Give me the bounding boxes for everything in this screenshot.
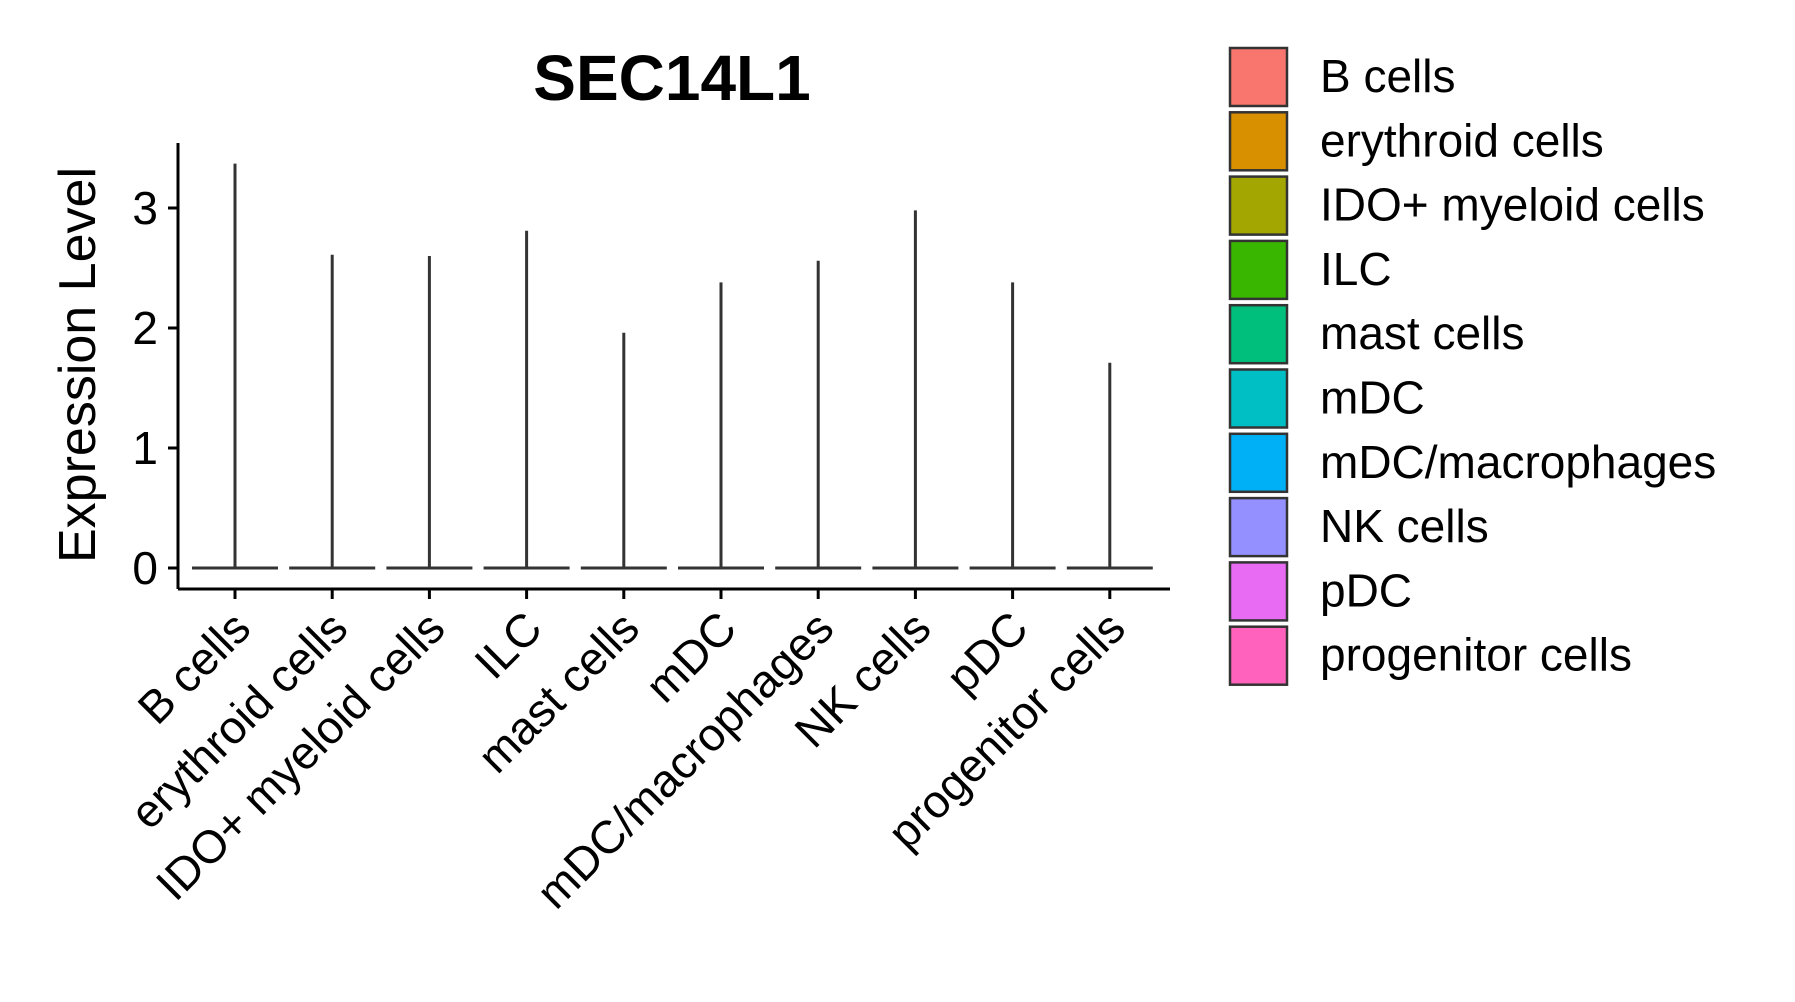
- legend-key: [1228, 432, 1289, 494]
- legend-label: mast cells: [1320, 307, 1524, 359]
- y-tick-label: 2: [132, 302, 158, 354]
- y-tick-label: 1: [132, 422, 158, 474]
- legend-label: erythroid cells: [1320, 114, 1604, 166]
- legend-label: NK cells: [1320, 500, 1489, 552]
- legend-key: [1228, 239, 1289, 301]
- legend-label: mDC: [1320, 372, 1425, 424]
- legend-key: [1228, 111, 1289, 172]
- legend-key: [1228, 625, 1289, 686]
- y-axis-label: Expression Level: [49, 167, 107, 563]
- legend-key: [1228, 303, 1289, 365]
- legend-label: pDC: [1320, 564, 1412, 616]
- legend-key: [1228, 46, 1289, 108]
- legend-label: IDO+ myeloid cells: [1320, 179, 1705, 231]
- legend-key: [1228, 561, 1289, 622]
- legend-key: [1228, 496, 1289, 558]
- legend-label: mDC/macrophages: [1320, 436, 1716, 488]
- legend-label: progenitor cells: [1320, 629, 1632, 681]
- y-tick-label: 3: [132, 182, 158, 234]
- legend-label: B cells: [1320, 50, 1455, 102]
- legend-key: [1228, 175, 1289, 236]
- chart-title: SEC14L1: [533, 42, 810, 114]
- legend-label: ILC: [1320, 243, 1392, 295]
- legend-key: [1228, 368, 1289, 429]
- y-tick-label: 0: [132, 542, 158, 594]
